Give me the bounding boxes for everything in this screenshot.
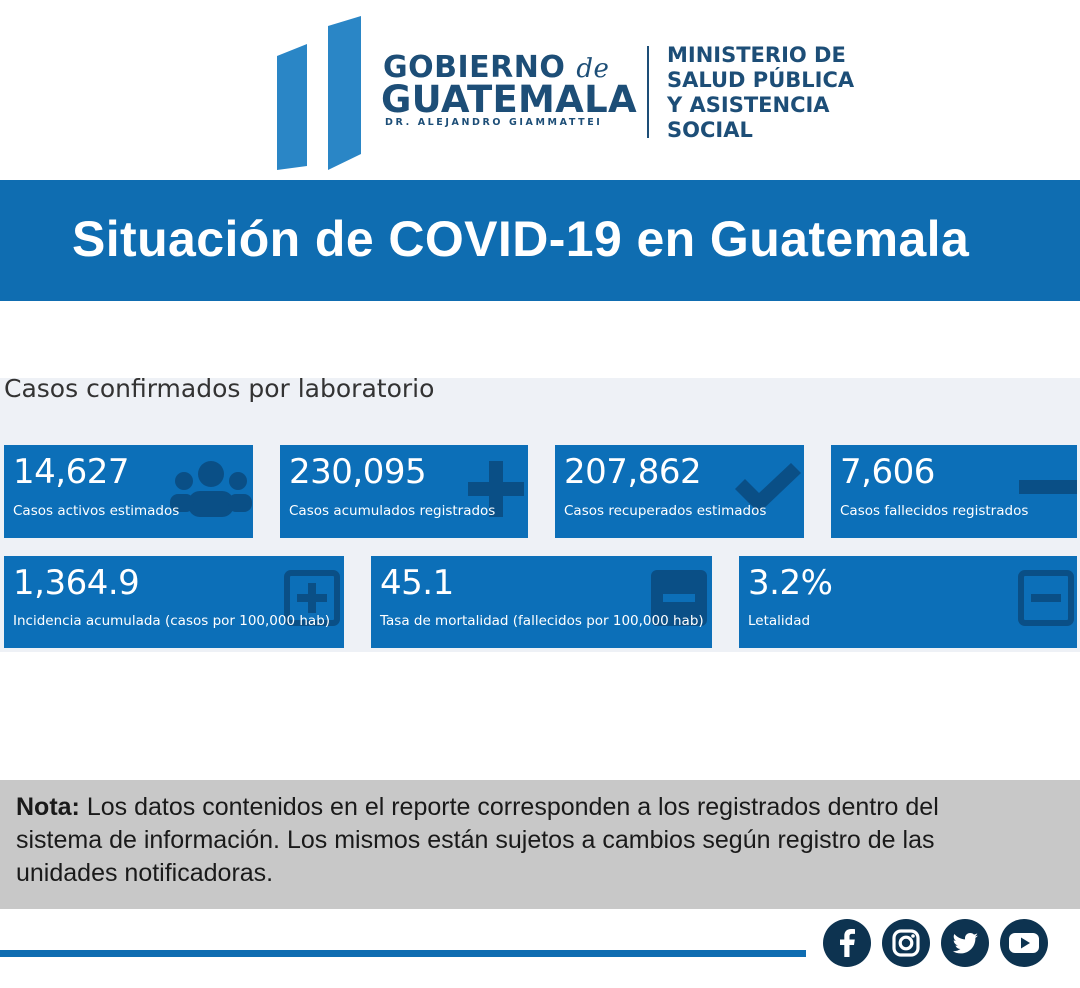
- note-box: [0, 780, 1080, 909]
- check-icon: [735, 463, 801, 513]
- youtube-icon[interactable]: [1000, 919, 1048, 967]
- stat-card-accumulated-cases: 230,095 Casos acumulados registrados: [280, 445, 528, 538]
- stat-card-recovered-cases: 207,862 Casos recuperados estimados: [555, 445, 804, 538]
- stat-card-cumulative-incidence: 1,364.9 Incidencia acumulada (casos por …: [4, 556, 344, 648]
- title-band: [0, 180, 1080, 301]
- dashboard-section-title: Casos confirmados por laboratorio: [4, 374, 435, 403]
- stat-label: Letalidad: [748, 613, 811, 629]
- stat-label: Casos recuperados estimados: [564, 503, 767, 519]
- minus-square-filled-icon: [651, 570, 707, 626]
- ministry-line: Y ASISTENCIA: [667, 93, 830, 117]
- stat-value: 207,862: [564, 452, 702, 492]
- stat-card-deceased-cases: 7,606 Casos fallecidos registrados: [831, 445, 1077, 538]
- plus-square-icon: [284, 570, 340, 626]
- instagram-icon[interactable]: [882, 919, 930, 967]
- stat-card-active-cases: 14,627 Casos activos estimados: [4, 445, 253, 538]
- stat-label: Casos fallecidos registrados: [840, 503, 1029, 519]
- twitter-icon[interactable]: [941, 919, 989, 967]
- stat-card-mortality-rate: 45.1 Tasa de mortalidad (fallecidos por …: [371, 556, 712, 648]
- ministry-name: MINISTERIO DE SALUD PÚBLICA Y ASISTENCIA…: [667, 43, 854, 143]
- stat-value: 7,606: [840, 452, 935, 492]
- logo-divider: [647, 46, 649, 138]
- plus-icon: [468, 461, 524, 517]
- stat-value: 1,364.9: [13, 563, 140, 603]
- logo-president-text: DR. ALEJANDRO GIAMMATTEI: [385, 117, 603, 128]
- stat-label: Casos acumulados registrados: [289, 503, 496, 519]
- note-text: Nota: Los datos contenidos en el reporte…: [16, 791, 1016, 890]
- gobierno-logo-mark: [277, 16, 361, 170]
- footer-line: [0, 950, 806, 957]
- stat-value: 230,095: [289, 452, 427, 492]
- note-body: Los datos contenidos en el reporte corre…: [16, 793, 939, 887]
- stat-card-lethality: 3.2% Letalidad: [739, 556, 1077, 648]
- logo-guatemala-text: GUATEMALA: [381, 78, 637, 121]
- minus-square-icon: [1018, 570, 1074, 626]
- stat-label: Casos activos estimados: [13, 503, 180, 519]
- ministry-line: SOCIAL: [667, 118, 753, 142]
- stat-label: Tasa de mortalidad (fallecidos por 100,0…: [380, 613, 704, 629]
- logo-de-text: de: [576, 54, 610, 84]
- stat-label: Incidencia acumulada (casos por 100,000 …: [13, 613, 331, 629]
- facebook-icon[interactable]: [823, 919, 871, 967]
- page-title: Situación de COVID-19 en Guatemala: [72, 211, 970, 267]
- ministry-line: SALUD PÚBLICA: [667, 68, 855, 92]
- logo-gobierno-text: GOBIERNO de: [383, 50, 610, 85]
- minus-icon: [1019, 480, 1077, 494]
- stat-value: 45.1: [380, 563, 454, 603]
- ministry-line: MINISTERIO DE: [667, 43, 846, 67]
- stat-value: 14,627: [13, 452, 129, 492]
- users-icon: [170, 461, 252, 517]
- stat-value: 3.2%: [748, 563, 833, 603]
- note-label: Nota:: [16, 793, 80, 821]
